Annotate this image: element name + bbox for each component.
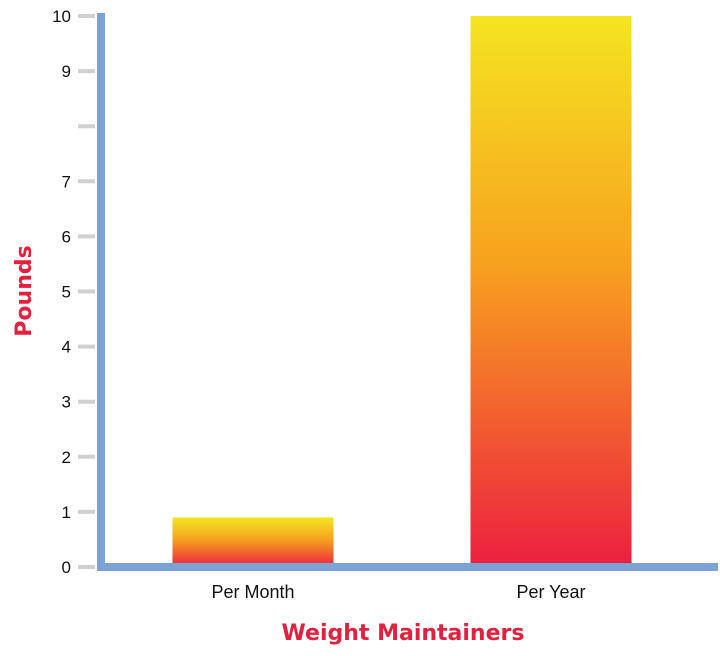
y-tick-label: 2 <box>62 448 71 467</box>
x-axis-title: Weight Maintainers <box>282 621 525 646</box>
y-tick-label: 3 <box>62 393 71 412</box>
x-tick-label: Per Year <box>516 582 585 602</box>
y-tick-label: 10 <box>52 7 71 26</box>
y-tick-label: 6 <box>62 227 71 246</box>
y-tick-label: 4 <box>62 338 71 357</box>
bar-per-year <box>470 16 632 567</box>
x-axis-tick-labels: Per Month Per Year <box>211 582 585 602</box>
bar-per-month <box>172 517 334 567</box>
y-tick-label: 7 <box>62 172 71 191</box>
y-tick-label: 9 <box>62 62 71 81</box>
bars <box>172 16 632 567</box>
x-tick-label: Per Month <box>211 582 294 602</box>
y-axis-title: Pounds <box>12 245 37 336</box>
y-tick-label: 1 <box>62 503 71 522</box>
y-tick-label: 0 <box>62 558 71 577</box>
y-axis-ticks: 0 1 2 3 4 5 6 7 9 10 <box>52 7 95 577</box>
y-tick-label: 5 <box>62 283 71 302</box>
